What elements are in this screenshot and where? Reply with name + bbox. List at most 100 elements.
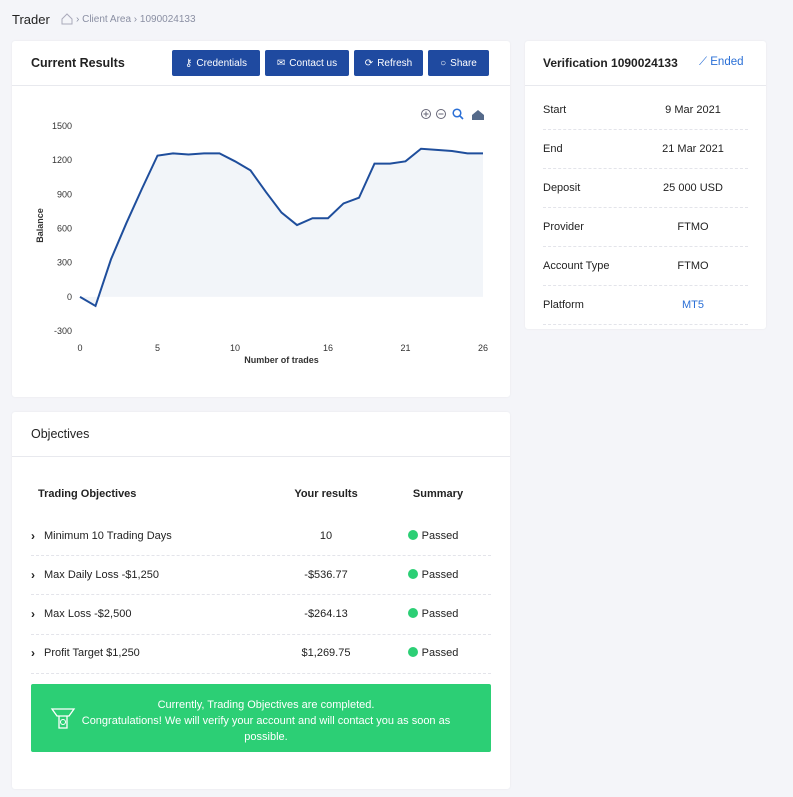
objective-summary: Passed — [376, 529, 478, 542]
button-label: Contact us — [289, 57, 338, 69]
objective-result: $1,269.75 — [301, 647, 351, 660]
results-card: Current Results ⚷ Credentials ✉ Contact us… — [12, 41, 510, 397]
button-label: Credentials — [196, 57, 247, 69]
objective-summary: Passed — [376, 568, 478, 581]
column-header: Summary — [412, 488, 464, 500]
objective-name: Minimum 10 Trading Days — [44, 529, 172, 542]
x-tick-label: 5 — [155, 343, 160, 353]
card-header: Verification 1090024133 ⟋ Ended — [525, 41, 766, 86]
line — [79, 147, 483, 308]
verification-card: Verification 1090024133 ⟋ Ended Start 9 M… — [525, 41, 766, 329]
chart: -300 0 300 600 900 1200 1500 0 5 10 16 21 26 Number o… — [35, 108, 488, 365]
status-label: Ended — [710, 56, 744, 68]
expand-chevron: › — [31, 528, 35, 543]
info-label: Deposit — [543, 181, 581, 194]
summary-label: Passed — [421, 608, 459, 621]
info-label: Provider — [543, 220, 584, 233]
button-label: Refresh — [377, 57, 413, 69]
x-tick-label: 0 — [77, 343, 82, 353]
info-value: 25 000 USD — [663, 181, 723, 194]
column-header: Your results — [294, 488, 358, 500]
status: ⟋ Ended — [699, 56, 744, 68]
x-tick-label: 26 — [478, 343, 488, 353]
y-tick-label: 1200 — [52, 155, 72, 165]
info-row: Provider FTMO — [543, 207, 748, 247]
card-header: Current Results ⚷ Credentials ✉ Contact us… — [12, 41, 510, 86]
info-value: MT5 — [682, 298, 704, 311]
objective-summary: Passed — [376, 608, 478, 620]
area — [80, 148, 483, 306]
info-label: Start — [543, 103, 567, 116]
info-label: Account Type — [543, 259, 610, 272]
info-row: Account Type FTMO — [543, 246, 748, 286]
expand-chevron: › — [31, 646, 35, 661]
breadcrumb: › Client Area › 1090024133 — [76, 14, 196, 25]
y-tick-label: 0 — [67, 292, 72, 302]
info-value: 9 Mar 2021 — [665, 103, 721, 116]
zoom-in[interactable] — [421, 109, 431, 119]
x-tick-label: 10 — [230, 343, 240, 353]
card-title: Verification 1090024133 — [543, 56, 678, 70]
credentials-button[interactable]: ⚷ Credentials — [172, 50, 260, 76]
y-tick-label: 600 — [57, 224, 72, 234]
objective-summary: Passed — [376, 647, 478, 659]
info-value: FTMO — [677, 220, 709, 233]
y-axis-label: Balance — [35, 208, 45, 243]
info-row: Platform MT5 — [543, 285, 748, 325]
objective-result: -$264.13 — [304, 608, 348, 621]
objective-result: 10 — [319, 529, 333, 542]
info-label: End — [543, 142, 563, 155]
zoom-out[interactable] — [436, 109, 446, 119]
button-label: Share — [450, 57, 477, 69]
objective-name: Max Loss -$2,500 — [44, 608, 132, 621]
y-tick-label: 1500 — [52, 121, 72, 131]
check-icon — [407, 529, 418, 540]
card-title: Objectives — [31, 427, 90, 441]
share-button[interactable]: ○ Share — [428, 50, 489, 76]
info-value: FTMO — [677, 259, 709, 272]
banner-text: Currently, Trading Objectives are comple… — [81, 697, 451, 745]
info-row: Start 9 Mar 2021 — [543, 90, 748, 130]
objective-row: › Max Loss -$2,500 -$264.13 Passed — [31, 595, 491, 635]
check-icon — [407, 568, 418, 579]
summary-label: Passed — [421, 568, 459, 581]
banner-line: Congratulations! We will verify your acc… — [81, 715, 451, 743]
expand-chevron: › — [31, 607, 35, 622]
info-label: Platform — [543, 298, 584, 311]
reset-zoom[interactable] — [472, 110, 484, 120]
column-header: Trading Objectives — [38, 488, 137, 500]
card-title: Current Results — [31, 56, 125, 70]
x-axis-label: Number of trades — [244, 355, 319, 365]
objectives-card: Objectives Trading Objectives Your resul… — [12, 412, 510, 789]
info-row: End 21 Mar 2021 — [543, 129, 748, 169]
check-icon — [407, 647, 418, 658]
x-tick-label: 21 — [400, 343, 410, 353]
refresh-button[interactable]: ⟳ Refresh — [354, 50, 423, 76]
card-header: Objectives — [12, 412, 510, 457]
objective-row: › Max Daily Loss -$1,250 -$536.77 Passed — [31, 555, 491, 596]
breadcrumb-current: 1090024133 — [139, 14, 196, 25]
expand-chevron: › — [31, 567, 35, 582]
breadcrumb-link[interactable]: Client Area — [82, 14, 132, 25]
banner-icon — [50, 708, 76, 729]
y-tick-label: 900 — [57, 189, 72, 199]
summary-label: Passed — [421, 647, 459, 660]
objective-name: Max Daily Loss -$1,250 — [44, 568, 159, 581]
banner-line: Currently, Trading Objectives are comple… — [157, 699, 375, 711]
summary-label: Passed — [421, 529, 459, 542]
completion-banner: Currently, Trading Objectives are comple… — [31, 684, 491, 752]
info-row: Deposit 25 000 USD — [543, 168, 748, 208]
zoom-select[interactable] — [452, 108, 464, 120]
contact-button[interactable]: ✉ Contact us — [265, 50, 349, 76]
page-title: Trader — [12, 12, 50, 27]
objective-row: › Profit Target $1,250 $1,269.75 Passed — [31, 634, 491, 674]
objective-row: › Minimum 10 Trading Days 10 Passed — [31, 516, 491, 556]
y-tick-label: 300 — [57, 258, 72, 268]
y-tick-label: -300 — [54, 326, 72, 336]
objective-result: -$536.77 — [304, 568, 348, 581]
x-tick-label: 16 — [323, 343, 333, 353]
info-value: 21 Mar 2021 — [662, 142, 724, 155]
home-icon[interactable] — [61, 13, 73, 25]
check-icon — [407, 608, 418, 619]
